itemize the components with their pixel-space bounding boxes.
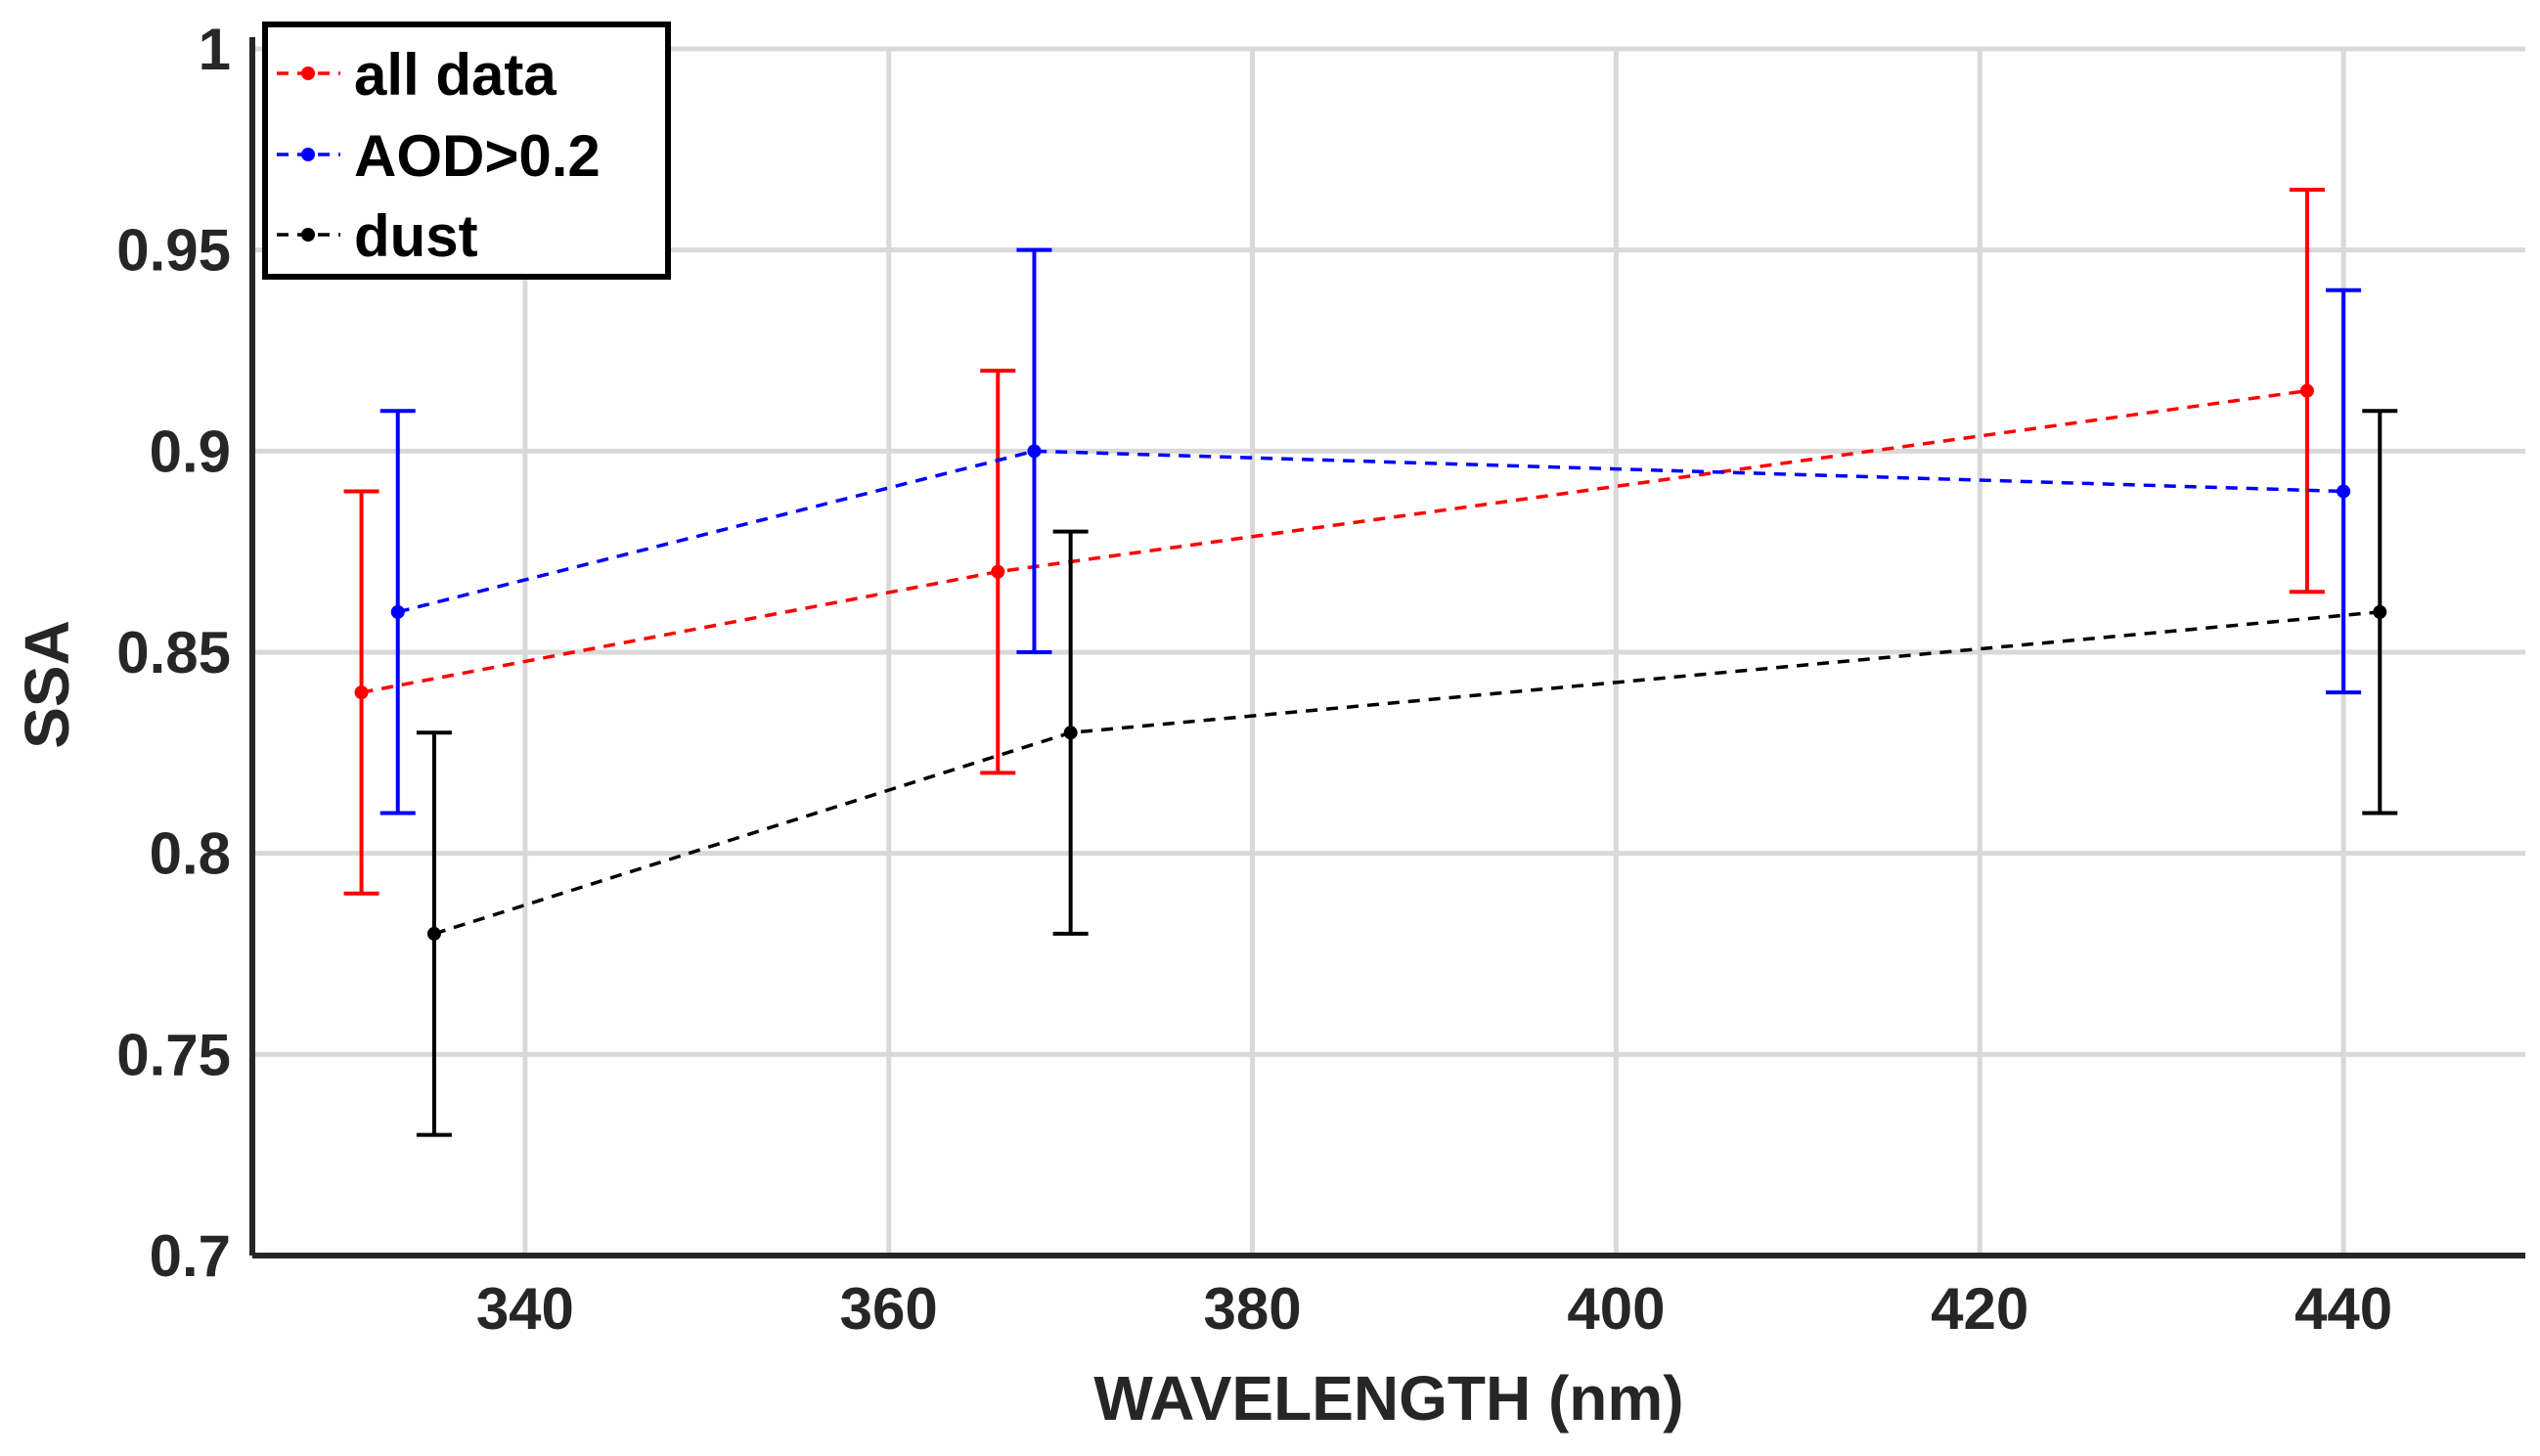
- legend-marker-1: [301, 148, 315, 161]
- axes-layer: [249, 37, 2525, 1258]
- data-point-aod-0-2-2: [2337, 484, 2351, 499]
- y-tick-label-5: 0.95: [116, 218, 231, 284]
- legend-entry-dust: dust: [277, 203, 478, 269]
- data-point-aod-0-2-1: [1027, 444, 1042, 459]
- legend-box: [262, 22, 671, 280]
- y-tick-label-3: 0.85: [116, 620, 231, 685]
- legend-marker-0: [301, 66, 315, 80]
- data-point-dust-0: [426, 926, 441, 941]
- x-tick-label-340: 340: [476, 1276, 574, 1342]
- legend-entry-aod: AOD>0.2: [277, 123, 601, 189]
- x-tick-label-360: 360: [840, 1276, 938, 1342]
- x-tick-label-440: 440: [2295, 1276, 2392, 1342]
- data-point-aod-0-2-0: [390, 604, 405, 619]
- legend-entry-all-data: all data: [277, 42, 557, 108]
- tick-layer: 340 360 380 400 420 440 0.7 0.75 0.8 0.85 0.9 0.95 1: [116, 17, 2392, 1342]
- series-line-dust: [433, 610, 2381, 936]
- data-point-dust-1: [1063, 726, 1078, 740]
- x-tick-label-400: 400: [1567, 1276, 1665, 1342]
- y-axis-label: SSA: [12, 620, 82, 749]
- y-tick-label-6: 1: [199, 17, 231, 82]
- y-tick-label-4: 0.9: [150, 419, 231, 484]
- legend: all data AOD>0.2 dust: [262, 22, 671, 280]
- legend-marker-2: [301, 228, 315, 242]
- data-point-all-data-0: [354, 685, 369, 700]
- data-point-all-data-2: [2299, 383, 2314, 398]
- series-line-all-data: [361, 388, 2308, 694]
- y-tick-label-2: 0.8: [150, 821, 231, 887]
- series-layer: [343, 187, 2398, 1137]
- y-tick-label-0: 0.7: [150, 1223, 231, 1289]
- legend-label-dust: dust: [354, 203, 478, 269]
- legend-label-aod: AOD>0.2: [354, 123, 601, 189]
- x-tick-label-380: 380: [1204, 1276, 1302, 1342]
- x-axis-label: WAVELENGTH (nm): [1093, 1363, 1683, 1434]
- series-line-aod-0-2: [397, 449, 2344, 614]
- data-point-all-data-1: [991, 564, 1005, 579]
- y-tick-label-1: 0.75: [116, 1022, 231, 1087]
- data-point-dust-2: [2373, 604, 2387, 619]
- legend-label-all-data: all data: [354, 42, 557, 108]
- x-tick-label-420: 420: [1931, 1276, 2028, 1342]
